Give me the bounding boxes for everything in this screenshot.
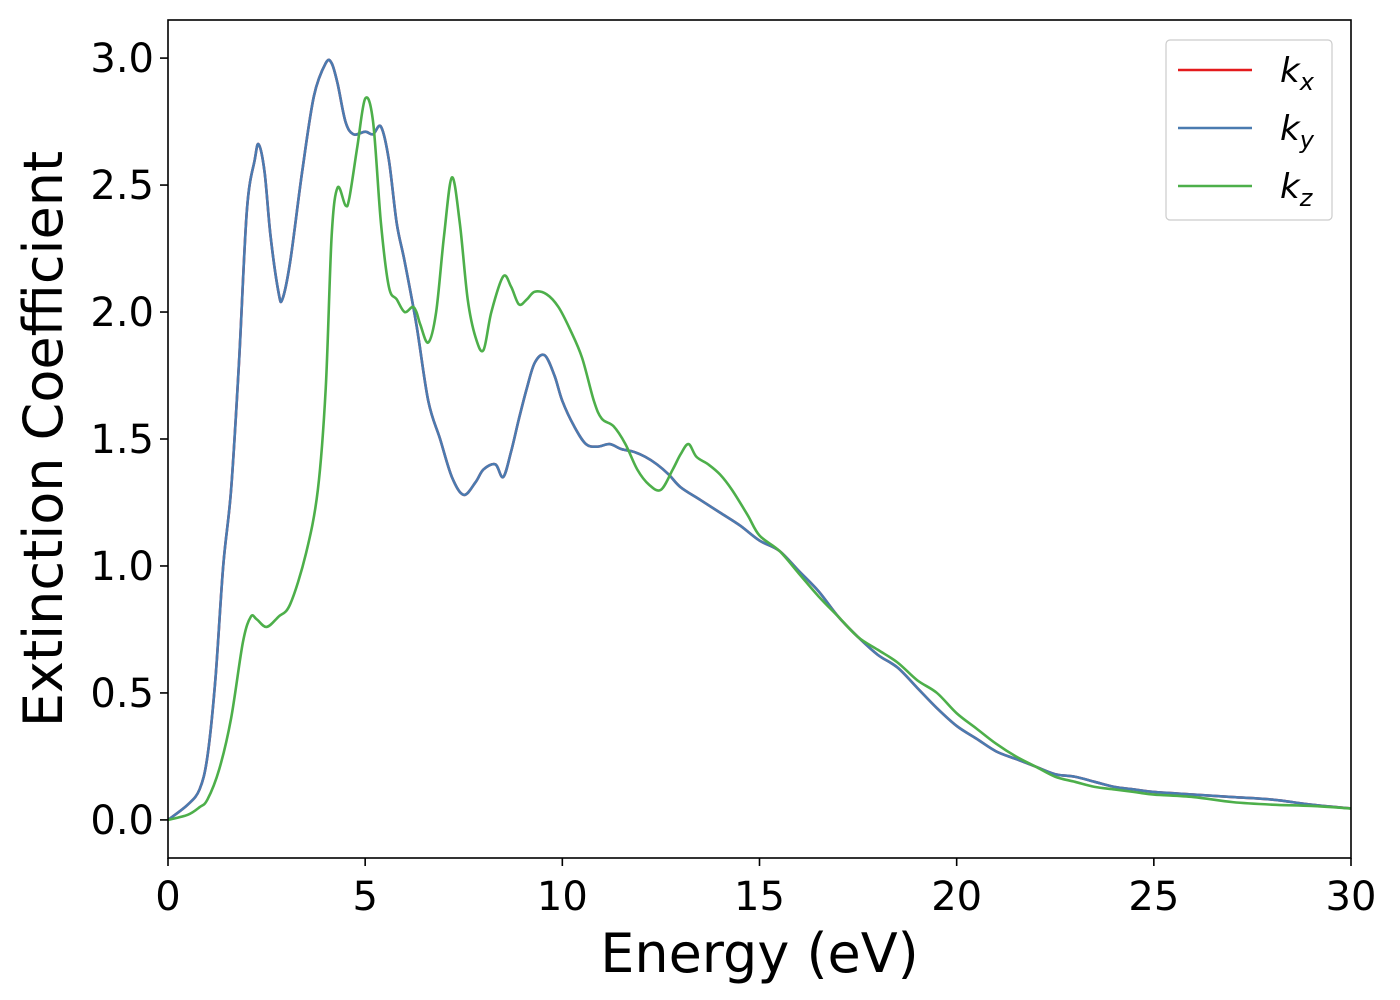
- y-tick-label: 0.5: [90, 671, 154, 717]
- y-tick-label: 1.0: [90, 544, 154, 590]
- x-axis: 0 5 10 15 20 25 30: [155, 858, 1376, 920]
- x-tick-label: 0: [155, 874, 180, 920]
- y-tick-label: 2.0: [90, 290, 154, 336]
- y-axis-label: Extinction Coefficient: [12, 151, 75, 727]
- x-tick-label: 10: [537, 874, 588, 920]
- y-tick-label: 3.0: [90, 36, 154, 82]
- series-layer: [168, 58, 1351, 822]
- x-tick-label: 5: [352, 874, 377, 920]
- x-tick-label: 30: [1326, 874, 1377, 920]
- series-line-z: [168, 96, 1351, 822]
- legend: kx ky kz: [1165, 39, 1333, 221]
- y-tick-label: 0.0: [90, 798, 154, 844]
- y-tick-label: 2.5: [90, 163, 154, 209]
- x-tick-label: 15: [734, 874, 785, 920]
- plot-area: [168, 20, 1351, 858]
- legend-label-x: kx: [1280, 51, 1315, 96]
- plot-background: [168, 20, 1351, 858]
- x-axis-label: Energy (eV): [600, 922, 919, 985]
- y-axis: 0.0 0.5 1.0 1.5 2.0 2.5 3.0: [90, 36, 168, 844]
- legend-label-z: kz: [1280, 167, 1314, 212]
- x-tick-label: 25: [1128, 874, 1179, 920]
- y-tick-label: 1.5: [90, 417, 154, 463]
- series-line-y: [168, 58, 1351, 821]
- x-tick-label: 20: [931, 874, 982, 920]
- legend-label-y: ky: [1280, 109, 1315, 154]
- legend-box: [1165, 39, 1333, 221]
